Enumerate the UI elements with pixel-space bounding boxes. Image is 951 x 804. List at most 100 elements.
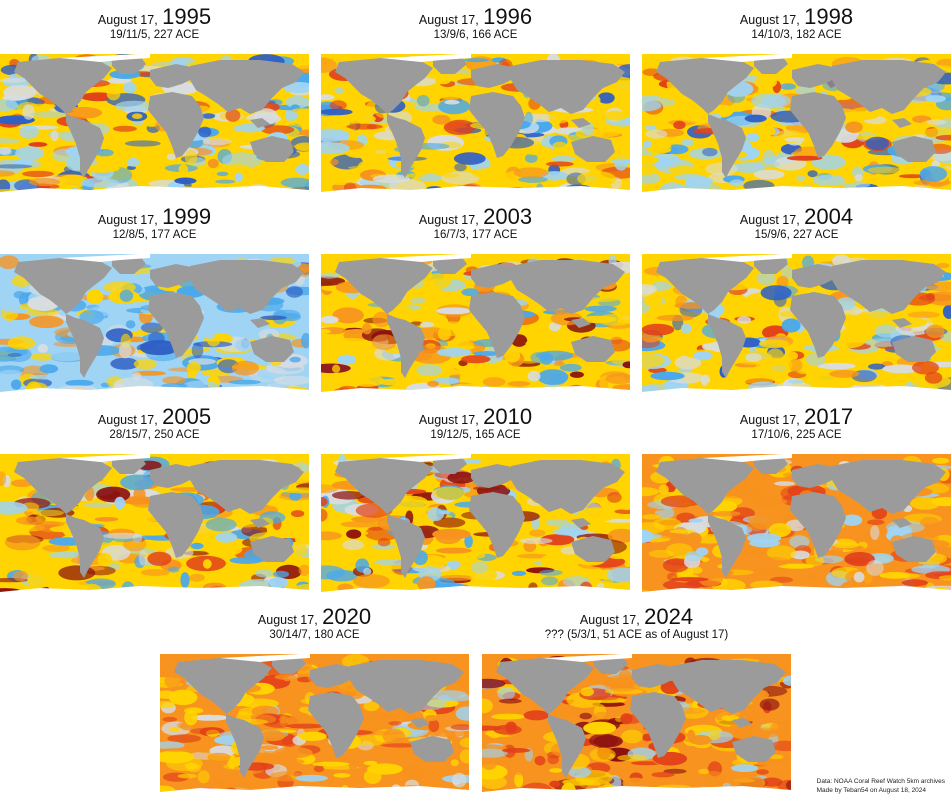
- panel-date: August 17,: [740, 13, 800, 27]
- anomaly-patch: [845, 558, 871, 564]
- anomaly-patch: [866, 137, 889, 150]
- anomaly-patch: [5, 535, 41, 551]
- anomaly-patch: [123, 82, 136, 93]
- anomaly-patch: [526, 339, 563, 348]
- sst-map-canvas: [642, 54, 951, 204]
- anomaly-patch: [751, 93, 790, 109]
- anomaly-patch: [926, 119, 946, 125]
- anomaly-patch: [164, 674, 182, 688]
- anomaly-patch: [702, 148, 717, 157]
- anomaly-patch: [920, 166, 947, 182]
- anomaly-patch: [471, 562, 489, 574]
- anomaly-patch: [435, 75, 451, 84]
- sst-map-canvas: [642, 254, 951, 404]
- anomaly-patch: [541, 576, 558, 585]
- anomaly-patch: [539, 570, 563, 576]
- anomaly-patch: [330, 159, 339, 165]
- anomaly-patch: [206, 518, 237, 532]
- anomaly-patch: [170, 727, 180, 732]
- anomaly-patch: [403, 764, 423, 779]
- anomaly-patch: [529, 530, 545, 537]
- anomaly-patch: [358, 722, 388, 729]
- anomaly-patch: [363, 568, 371, 575]
- anomaly-patch: [107, 88, 121, 101]
- anomaly-patch: [866, 560, 884, 576]
- anomaly-patch: [147, 552, 171, 566]
- panel-year: 2020: [322, 604, 371, 629]
- anomaly-patch: [134, 359, 157, 370]
- anomaly-patch: [483, 377, 506, 386]
- panel-stats: 19/12/5, 165 ACE: [321, 430, 630, 442]
- anomaly-patch: [698, 769, 709, 774]
- anomaly-patch: [685, 551, 703, 561]
- panel-title: August 17, 2010: [321, 406, 630, 428]
- anomaly-patch: [321, 109, 353, 116]
- anomaly-patch: [29, 316, 64, 329]
- anomaly-patch: [536, 351, 574, 361]
- anomaly-patch: [674, 174, 705, 180]
- anomaly-patch: [388, 721, 401, 725]
- panel-year: 2017: [804, 404, 853, 429]
- anomaly-patch: [95, 517, 119, 522]
- anomaly-patch: [321, 170, 360, 185]
- anomaly-patch: [205, 543, 242, 556]
- sst-anomaly-map: [642, 54, 951, 204]
- anomaly-patch: [3, 85, 36, 100]
- anomaly-patch: [570, 372, 584, 378]
- anomaly-patch: [774, 481, 795, 486]
- anomaly-patch: [273, 747, 312, 758]
- anomaly-patch: [203, 559, 212, 569]
- sst-anomaly-map: [642, 454, 951, 604]
- anomaly-patch: [650, 372, 684, 380]
- anomaly-patch: [788, 379, 804, 383]
- anomaly-patch: [139, 550, 148, 566]
- anomaly-patch: [672, 527, 689, 542]
- anomaly-patch: [867, 519, 884, 525]
- anomaly-patch: [416, 364, 442, 376]
- panel-year: 1999: [162, 204, 211, 229]
- anomaly-patch: [417, 95, 430, 106]
- anomaly-patch: [362, 323, 372, 334]
- antarctic-ice: [642, 586, 951, 604]
- anomaly-patch: [282, 121, 295, 126]
- panel-year: 1998: [804, 4, 853, 29]
- anomaly-patch: [598, 92, 615, 103]
- anomaly-patch: [140, 176, 156, 181]
- anomaly-patch: [368, 714, 401, 719]
- anomaly-patch: [499, 699, 522, 704]
- anomaly-patch: [235, 339, 254, 351]
- anomaly-patch: [349, 761, 357, 772]
- antarctic-ice: [321, 386, 630, 404]
- anomaly-patch: [58, 565, 95, 580]
- antarctic-ice: [0, 386, 309, 404]
- anomaly-patch: [549, 768, 562, 773]
- anomaly-patch: [712, 511, 741, 516]
- anomaly-patch: [22, 171, 54, 177]
- anomaly-patch: [103, 533, 143, 539]
- anomaly-patch: [646, 130, 668, 139]
- anomaly-patch: [756, 769, 769, 774]
- anomaly-patch: [115, 101, 153, 112]
- anomaly-patch: [167, 154, 176, 161]
- anomaly-patch: [528, 371, 541, 382]
- anomaly-patch: [754, 76, 777, 89]
- anomaly-patch: [452, 773, 467, 788]
- sst-map-canvas: [482, 654, 791, 804]
- anomaly-patch: [645, 125, 657, 130]
- panel-date: August 17,: [98, 213, 158, 227]
- anomaly-patch: [439, 93, 464, 100]
- anomaly-patch: [689, 519, 703, 523]
- anomaly-patch: [436, 531, 461, 544]
- anomaly-patch: [425, 162, 444, 169]
- anomaly-patch: [260, 316, 286, 321]
- anomaly-patch: [163, 717, 178, 722]
- anomaly-patch: [535, 756, 546, 766]
- anomaly-patch: [583, 722, 616, 735]
- anomaly-patch: [334, 338, 365, 344]
- anomaly-patch: [113, 126, 137, 132]
- anomaly-patch: [0, 78, 26, 83]
- anomaly-patch: [428, 719, 439, 732]
- sst-map-canvas: [321, 454, 630, 604]
- sst-anomaly-map: [482, 654, 791, 804]
- anomaly-patch: [190, 728, 222, 735]
